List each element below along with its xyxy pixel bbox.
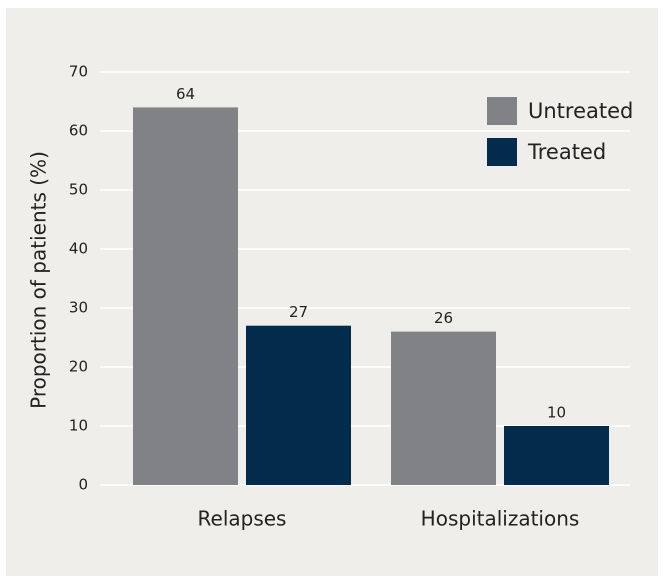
bar <box>391 331 496 485</box>
data-label: 27 <box>289 303 308 321</box>
legend-swatch <box>487 97 517 125</box>
background <box>6 8 658 576</box>
bar <box>133 107 238 486</box>
y-tick-label: 50 <box>69 181 88 199</box>
y-tick-label: 70 <box>69 63 88 81</box>
x-tick-label: Relapses <box>198 507 287 531</box>
y-tick-label: 60 <box>69 122 88 140</box>
bar <box>504 426 609 485</box>
legend-label: Treated <box>527 140 606 164</box>
bar <box>246 325 351 485</box>
y-axis-label: Proportion of patients (%) <box>27 151 51 409</box>
x-tick-label: Hospitalizations <box>421 507 580 531</box>
y-tick-label: 30 <box>69 299 88 317</box>
data-label: 26 <box>434 309 453 327</box>
y-tick-label: 0 <box>78 476 88 494</box>
legend-label: Untreated <box>528 99 633 123</box>
legend-swatch <box>487 138 517 166</box>
y-tick-label: 40 <box>69 240 88 258</box>
data-label: 10 <box>547 404 566 422</box>
y-tick-label: 10 <box>69 417 88 435</box>
y-tick-label: 20 <box>69 358 88 376</box>
data-label: 64 <box>176 85 195 103</box>
